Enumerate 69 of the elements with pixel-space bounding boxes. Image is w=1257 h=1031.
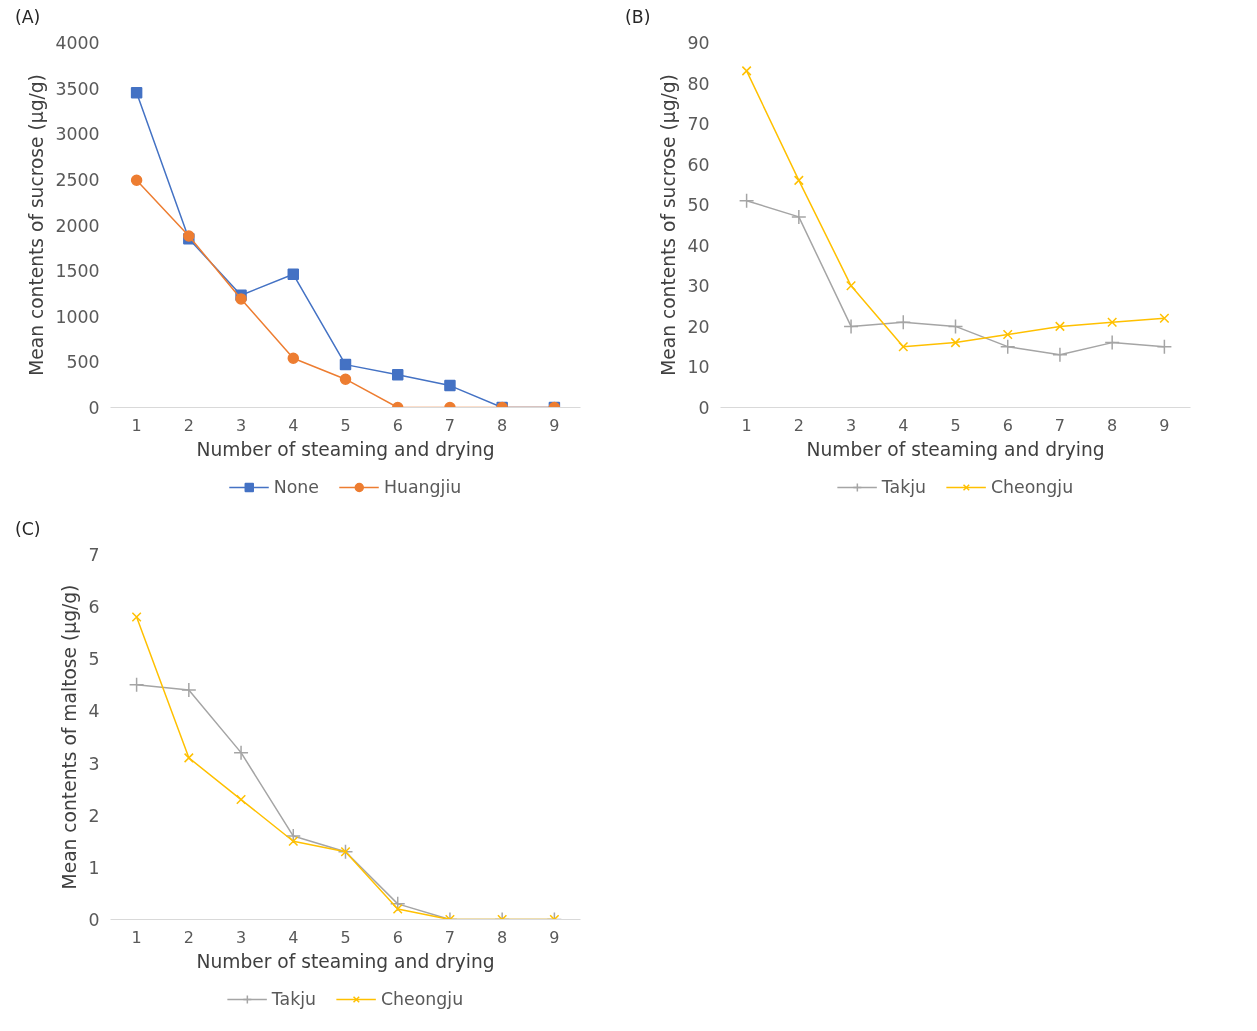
y-axis-title: Mean contents of sucrose (μg/g) bbox=[26, 74, 48, 376]
text: (C) bbox=[15, 518, 41, 541]
y-tick-label: 3 bbox=[88, 753, 100, 774]
y-tick-label: 90 bbox=[687, 33, 710, 53]
x-tick-label: 1 bbox=[131, 927, 142, 947]
x-tick-label: 7 bbox=[1054, 415, 1066, 435]
x-tick-label: 4 bbox=[288, 927, 299, 947]
y-tick-label: 50 bbox=[687, 195, 710, 216]
y-tick-label: 2000 bbox=[55, 215, 100, 236]
x-tick-label: 5 bbox=[340, 415, 351, 435]
x-axis-title: Number of steaming and drying bbox=[806, 438, 1105, 460]
y-tick-label: 4000 bbox=[55, 33, 100, 53]
x-tick-label: 2 bbox=[793, 415, 804, 435]
x-tick-label: 4 bbox=[898, 415, 909, 435]
y-tick-label: 1000 bbox=[55, 306, 100, 327]
x-tick-label: 9 bbox=[549, 415, 560, 435]
y-tick-label: 3000 bbox=[55, 124, 100, 145]
x-tick-label: 6 bbox=[392, 927, 403, 947]
y-tick-label: 10 bbox=[687, 357, 710, 378]
legend-label: Huangjiu bbox=[383, 477, 462, 497]
x-tick-label: 3 bbox=[235, 415, 247, 435]
y-axis-title: Mean contents of sucrose (μg/g) bbox=[658, 74, 680, 376]
y-tick-label: 1500 bbox=[55, 261, 100, 282]
y-tick-label: 0 bbox=[88, 910, 100, 930]
y-tick-label: 0 bbox=[698, 398, 710, 418]
y-tick-label: 60 bbox=[687, 154, 710, 175]
x-tick-label: 9 bbox=[1159, 415, 1170, 435]
legend-label: Cheongju bbox=[991, 477, 1074, 497]
y-tick-label: 2 bbox=[88, 805, 100, 826]
x-tick-label: 5 bbox=[340, 927, 351, 947]
x-axis-title: Number of steaming and drying bbox=[196, 438, 495, 460]
y-tick-label: 4 bbox=[88, 701, 100, 722]
y-tick-label: 40 bbox=[687, 235, 710, 256]
y-tick-label: 3500 bbox=[55, 78, 100, 99]
legend-label: Takju bbox=[271, 989, 317, 1009]
x-tick-label: 7 bbox=[444, 415, 456, 435]
x-tick-label: 8 bbox=[1107, 415, 1118, 435]
x-tick-label: 9 bbox=[549, 927, 560, 947]
x-tick-label: 3 bbox=[235, 927, 247, 947]
legend-label: Cheongju bbox=[381, 989, 464, 1009]
y-tick-label: 7 bbox=[88, 545, 100, 565]
x-tick-label: 3 bbox=[845, 415, 857, 435]
y-tick-label: 30 bbox=[687, 276, 710, 297]
x-tick-label: 1 bbox=[741, 415, 752, 435]
x-tick-label: 4 bbox=[288, 415, 299, 435]
x-tick-label: 2 bbox=[183, 415, 194, 435]
legend-label: None bbox=[273, 477, 319, 497]
x-tick-label: 8 bbox=[497, 415, 508, 435]
x-axis-title: Number of steaming and drying bbox=[196, 950, 495, 972]
y-tick-label: 1 bbox=[88, 857, 100, 878]
x-tick-label: 7 bbox=[444, 927, 456, 947]
x-tick-label: 2 bbox=[183, 927, 194, 947]
text: (A) bbox=[15, 6, 41, 29]
y-tick-label: 0 bbox=[88, 398, 100, 418]
x-tick-label: 8 bbox=[497, 927, 508, 947]
y-tick-label: 500 bbox=[66, 352, 100, 373]
y-axis-title: Mean contents of maltose (μg/g) bbox=[59, 584, 81, 890]
x-tick-label: 6 bbox=[392, 415, 403, 435]
x-tick-label: 1 bbox=[131, 415, 142, 435]
y-tick-label: 2500 bbox=[55, 169, 100, 190]
x-tick-label: 6 bbox=[1002, 415, 1013, 435]
y-tick-label: 80 bbox=[687, 73, 710, 94]
x-tick-label: 5 bbox=[950, 415, 961, 435]
y-tick-label: 6 bbox=[88, 597, 100, 618]
text: (B) bbox=[625, 6, 651, 29]
y-tick-label: 5 bbox=[88, 649, 100, 670]
y-tick-label: 70 bbox=[687, 114, 710, 135]
y-tick-label: 20 bbox=[687, 316, 710, 337]
legend-label: Takju bbox=[881, 477, 927, 497]
